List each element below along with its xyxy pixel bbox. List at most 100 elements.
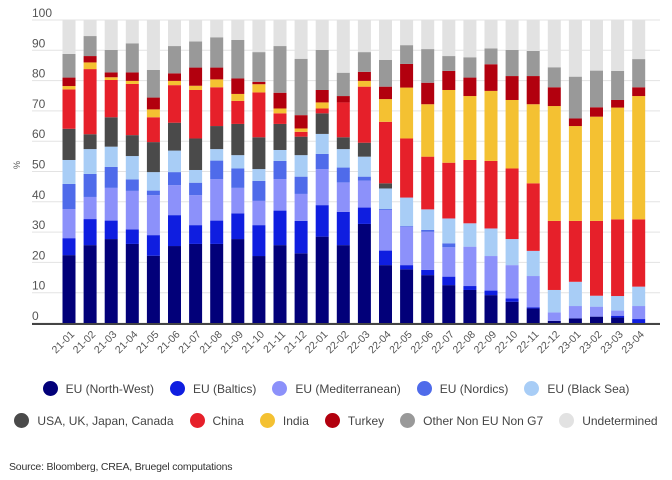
bar-segment — [505, 298, 519, 302]
bar-segment — [357, 223, 371, 323]
legend-swatch-icon — [416, 381, 432, 396]
bar-segment — [273, 113, 287, 124]
bar-segment — [632, 306, 646, 320]
bar-stack-22-07 — [442, 20, 456, 323]
bar-segment — [379, 121, 392, 184]
bar-segment — [442, 276, 456, 286]
bar-segment — [484, 256, 498, 291]
bar-segment — [526, 250, 540, 277]
bar-segment — [62, 86, 76, 90]
bar-segment — [526, 76, 540, 105]
bar-segment — [168, 73, 181, 81]
bar-segment — [357, 80, 371, 87]
bar-segment — [125, 43, 139, 73]
bar-segment — [315, 133, 329, 154]
legend-row-1: EU (North-West) EU (Baltics) EU (Mediterra… — [0, 381, 672, 396]
bar-segment — [547, 20, 561, 68]
bar-segment — [526, 20, 540, 51]
bar-segment — [252, 20, 266, 53]
bar-segment — [62, 128, 76, 160]
bar-segment — [463, 20, 477, 58]
legend-row-2: USA, UK, Japan, Canada China India Turkey Ot… — [0, 413, 672, 428]
legend-item: USA, UK, Japan, Canada — [14, 413, 174, 428]
x-tick-label: 21-03 — [92, 329, 120, 357]
bar-segment — [83, 196, 97, 220]
bar-segment — [379, 209, 392, 210]
bar-segment — [379, 265, 392, 323]
bar-segment — [505, 20, 519, 50]
bar-segment — [357, 142, 371, 157]
bar-segment — [189, 67, 203, 86]
x-tick-label: 22-11 — [514, 329, 541, 356]
bar-segment — [526, 308, 540, 323]
bar-segment — [357, 207, 371, 224]
bar-segment — [421, 209, 435, 230]
bar-segment — [505, 76, 519, 100]
bar-segment — [315, 205, 329, 237]
bar-segment — [568, 306, 582, 319]
legend-swatch-icon — [400, 413, 416, 428]
legend-item: China — [189, 413, 244, 428]
bar-segment — [421, 231, 435, 270]
legend-label: Other Non EU Non G7 — [423, 413, 544, 428]
bar-stack-21-04 — [125, 20, 139, 323]
legend-swatch-icon — [259, 413, 275, 428]
bar-segment — [83, 56, 97, 63]
bar-segment — [104, 20, 118, 50]
bar-segment — [336, 149, 350, 168]
bar-segment — [526, 50, 540, 77]
bar-stack-21-12 — [294, 20, 308, 323]
y-tick-label: 100 — [32, 6, 52, 20]
bar-stack-22-04 — [379, 20, 392, 323]
bar-segment — [568, 118, 582, 127]
bar-segment — [400, 226, 414, 266]
bar-segment — [484, 160, 498, 229]
bar-segment — [568, 220, 582, 282]
bar-segment — [421, 156, 435, 210]
bar-segment — [526, 183, 540, 251]
bar-segment — [590, 116, 603, 221]
bar-segment — [568, 20, 582, 77]
bar-segment — [210, 149, 224, 161]
bar-segment — [125, 229, 139, 244]
bar-segment — [505, 265, 519, 299]
bar-segment — [62, 77, 76, 87]
bar-segment — [273, 160, 287, 180]
bar-segment — [336, 245, 350, 323]
bar-segment — [189, 243, 203, 323]
bar-segment — [146, 142, 160, 173]
bar-segment — [336, 182, 350, 212]
bar-segment — [104, 117, 118, 147]
bar-stack-23-01 — [568, 20, 582, 323]
bar-stack-22-09 — [484, 20, 498, 323]
legend-swatch-icon — [524, 381, 540, 396]
bar-stack-21-11 — [273, 20, 287, 323]
y-tick-label: 20 — [32, 248, 46, 262]
bar-segment — [125, 243, 139, 323]
bar-segment — [484, 20, 498, 49]
bar-stack-22-05 — [400, 20, 414, 323]
bar-segment — [547, 312, 561, 321]
x-tick-label: 22-04 — [366, 329, 394, 357]
bar-segment — [294, 176, 308, 194]
y-tick-label: 70 — [32, 97, 46, 111]
bar-segment — [83, 69, 97, 135]
bar-segment — [315, 108, 329, 114]
bar-segment — [590, 70, 603, 108]
bar-segment — [611, 315, 625, 318]
bar-segment — [442, 247, 456, 277]
bar-segment — [294, 193, 308, 221]
bar-segment — [125, 179, 139, 191]
bar-segment — [379, 250, 392, 266]
bar-segment — [62, 159, 76, 184]
y-tick-label: 50 — [32, 158, 46, 172]
x-tick-label: 22-01 — [303, 329, 331, 357]
legend-swatch-icon — [170, 381, 186, 396]
bar-segment — [125, 83, 139, 136]
bar-segment — [632, 96, 646, 220]
bar-segment — [83, 173, 97, 197]
bar-segment — [125, 80, 139, 84]
bar-stack-21-10 — [252, 20, 266, 323]
bar-segment — [104, 77, 118, 80]
bar-segment — [252, 225, 266, 257]
